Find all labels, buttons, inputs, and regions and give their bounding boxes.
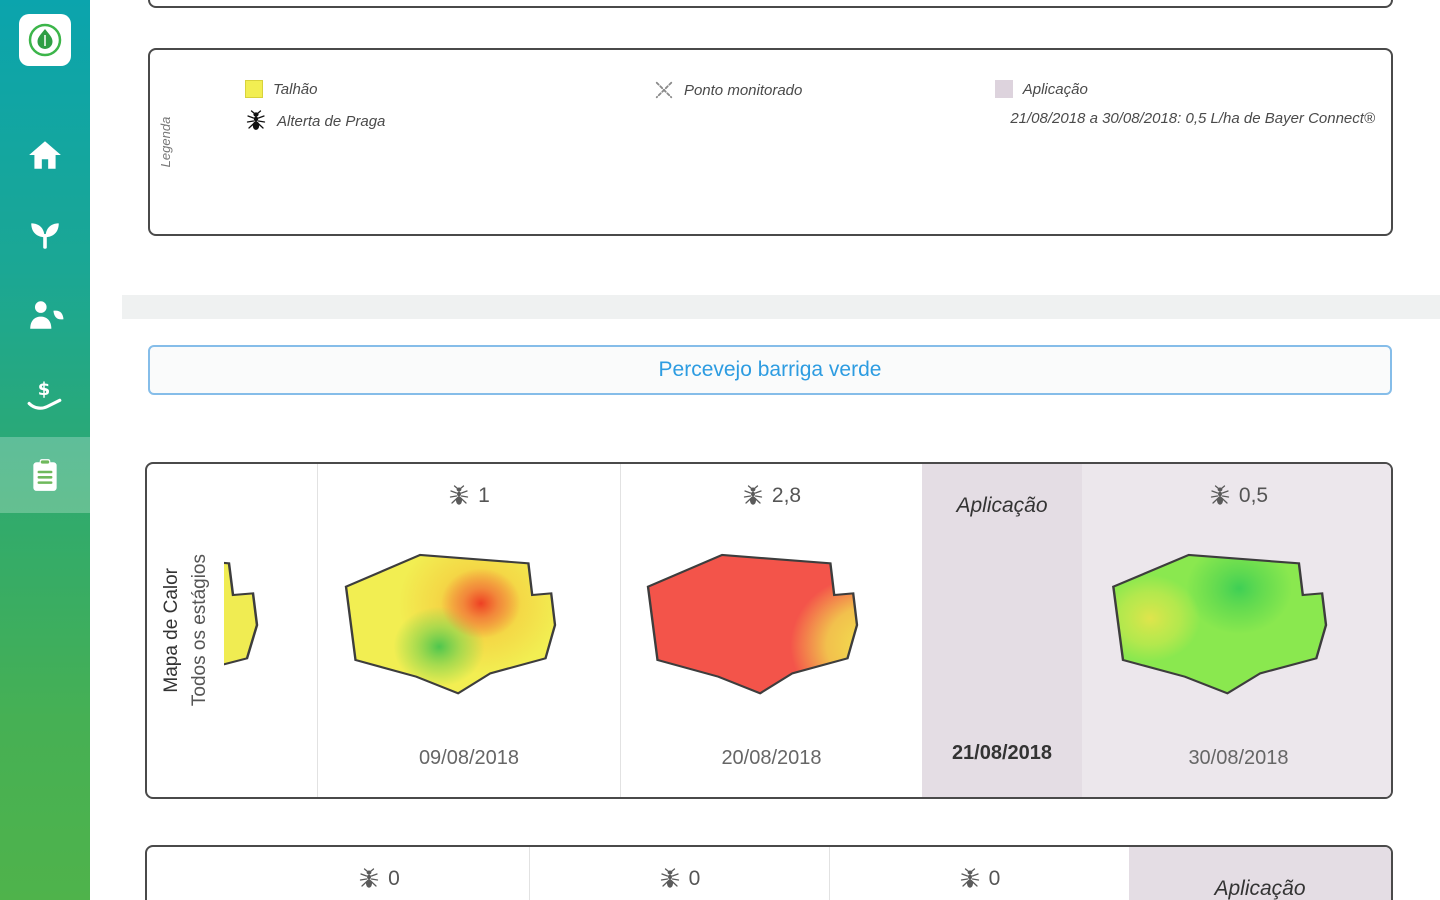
- application-label: Aplicação: [1214, 877, 1306, 900]
- crosshair-icon: [655, 81, 673, 99]
- heatmap-title: Mapa de Calor: [160, 568, 182, 693]
- bug-icon: [246, 110, 266, 130]
- pest-count-value: 0: [388, 867, 400, 890]
- application-date: 21/08/2018: [951, 742, 1053, 764]
- legend-item-monitored-point: Ponto monitorado: [654, 80, 995, 100]
- heatmap-row-labels: Mapa de Calor Todos os estágios: [147, 464, 224, 797]
- sidebar-item-crops[interactable]: [0, 211, 90, 259]
- heatmap-cell-3008: 0,5 30/08/2018: [1082, 464, 1391, 797]
- legend-item-application: Aplicação: [994, 80, 1375, 98]
- heatmap-field-0908: [344, 553, 556, 695]
- person-leaf-icon: [30, 301, 64, 329]
- legend-card: Legenda Talhão: [148, 48, 1393, 236]
- legend-title: Legenda: [158, 116, 173, 168]
- field-swatch-icon: [245, 80, 263, 98]
- section-divider: [122, 295, 1440, 319]
- next-card-cell-2: 0: [829, 847, 1129, 900]
- pest-count-value: 0: [988, 867, 1001, 890]
- sidebar: $: [0, 0, 90, 900]
- sidebar-item-finance[interactable]: $: [0, 371, 90, 419]
- clipboard-icon: [33, 459, 57, 491]
- legend-items: Talhão: [150, 50, 1391, 144]
- pest-count: 0,5: [1209, 464, 1268, 520]
- heatmap-field-2008: [646, 553, 859, 695]
- pest-count: 0: [959, 847, 1001, 900]
- legend-label-field: Talhão: [273, 80, 318, 98]
- heatmap-date: 09/08/2018: [418, 747, 520, 769]
- legend-label-application: Aplicação: [1022, 80, 1088, 98]
- pest-count-value: 2,8: [771, 484, 802, 507]
- pest-count-value: 0: [688, 867, 701, 890]
- heatmap-field-3008: [1111, 553, 1327, 695]
- sidebar-item-reports[interactable]: [0, 437, 90, 513]
- heatmap-cell-partial: [224, 464, 317, 797]
- legend-label-pest-alert: Alterta de Praga: [277, 112, 386, 130]
- application-detail: 21/08/2018 a 30/08/2018: 0,5 L/ha de Bay…: [1010, 110, 1375, 127]
- pest-count: 2,8: [742, 464, 801, 520]
- heatmap-card: Mapa de Calor Todos os estágios: [145, 462, 1393, 799]
- legend-label-monitored-point: Ponto monitorado: [683, 81, 803, 99]
- pest-count: 0: [358, 847, 400, 900]
- sidebar-item-clients[interactable]: [0, 291, 90, 339]
- leaf-logo-icon: [19, 14, 71, 66]
- next-card-cell-1: 0: [529, 847, 829, 900]
- home-icon: [29, 141, 61, 169]
- legend-item-field: Talhão: [245, 80, 654, 98]
- heatmap-date: 30/08/2018: [1188, 747, 1289, 769]
- application-label: Aplicação: [956, 494, 1048, 517]
- app-logo[interactable]: [19, 14, 71, 71]
- pest-count-value: 0,5: [1238, 484, 1269, 507]
- next-pest-card: 0 0: [145, 845, 1393, 900]
- next-card-cell-0: 0: [229, 847, 529, 900]
- pest-banner-label: Percevejo barriga verde: [658, 358, 882, 381]
- svg-text:$: $: [38, 379, 50, 400]
- ant-icon: [743, 485, 763, 505]
- pest-count: 1: [448, 464, 490, 520]
- next-card-application-cell: Aplicação: [1129, 847, 1391, 900]
- ant-icon: [1210, 485, 1230, 505]
- pest-count-value: 1: [478, 484, 490, 507]
- heatmap-date: 20/08/2018: [721, 747, 822, 769]
- pest-banner[interactable]: Percevejo barriga verde: [148, 345, 1392, 395]
- heatmap-partial-field: [224, 555, 259, 694]
- next-card-label-column: [147, 847, 229, 900]
- hand-dollar-icon: $: [27, 379, 62, 410]
- pest-count: 0: [659, 847, 701, 900]
- previous-card-edge: [148, 0, 1393, 8]
- ant-icon: [960, 868, 979, 888]
- heatmap-subtitle: Todos os estágios: [188, 554, 210, 707]
- ant-icon: [360, 868, 379, 888]
- heatmap-cell-0908: 1 09/0: [317, 464, 620, 797]
- application-swatch-icon: [994, 80, 1013, 98]
- ant-icon: [660, 868, 679, 888]
- heatmap-cell-2008: 2,8 20/08/2018: [620, 464, 922, 797]
- ant-icon: [450, 485, 469, 505]
- legend-item-pest-alert: Alterta de Praga: [245, 110, 654, 132]
- main-content: Legenda Talhão: [90, 0, 1440, 900]
- heatmap-cell-application: Aplicação 21/08/2018: [922, 464, 1082, 797]
- sidebar-item-home[interactable]: [0, 131, 90, 179]
- plant-icon: [31, 223, 59, 249]
